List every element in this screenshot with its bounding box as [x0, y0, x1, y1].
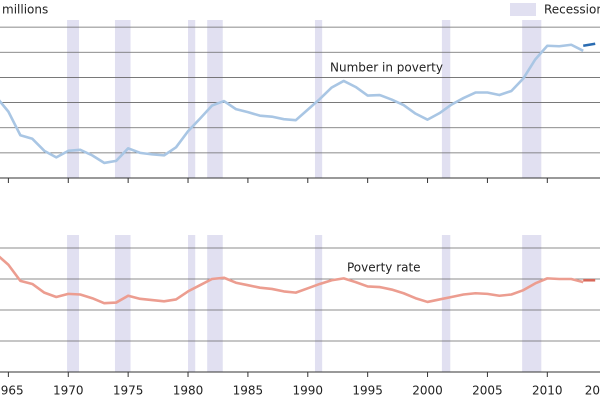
x-tick-label: 20: [585, 384, 600, 398]
x-tick-label: 2005: [472, 384, 503, 398]
recession-band: [207, 20, 223, 178]
series-line: [583, 42, 596, 48]
annotation: Number in poverty: [330, 61, 443, 75]
recession-band: [522, 20, 542, 178]
recession-band: [314, 235, 323, 372]
x-tick-label: 1975: [113, 384, 144, 398]
legend-swatch: [510, 3, 536, 16]
recession-band: [522, 235, 542, 372]
x-tick-label: 1995: [352, 384, 383, 398]
x-tick-label: 1970: [53, 384, 84, 398]
x-tick-label: 1980: [173, 384, 204, 398]
recession-band: [114, 20, 131, 178]
recession-band: [188, 20, 196, 178]
recession-band: [441, 20, 451, 178]
y-axis-label: millions: [2, 3, 48, 17]
x-tick-label: 2000: [412, 384, 443, 398]
recession-band: [441, 235, 451, 372]
x-tick-label: 2010: [532, 384, 563, 398]
x-tick-label: 1965: [0, 384, 24, 398]
recession-band: [207, 235, 223, 372]
recession-band: [67, 235, 80, 372]
x-tick-label: 1990: [293, 384, 324, 398]
series-line: [0, 43, 584, 165]
recession-band: [67, 20, 80, 178]
x-tick-label: 1985: [233, 384, 264, 398]
recession-band: [188, 235, 196, 372]
series-line: [0, 255, 584, 305]
recession-band: [114, 235, 131, 372]
legend-label: Recession: [544, 3, 600, 17]
annotation: Poverty rate: [347, 261, 421, 275]
